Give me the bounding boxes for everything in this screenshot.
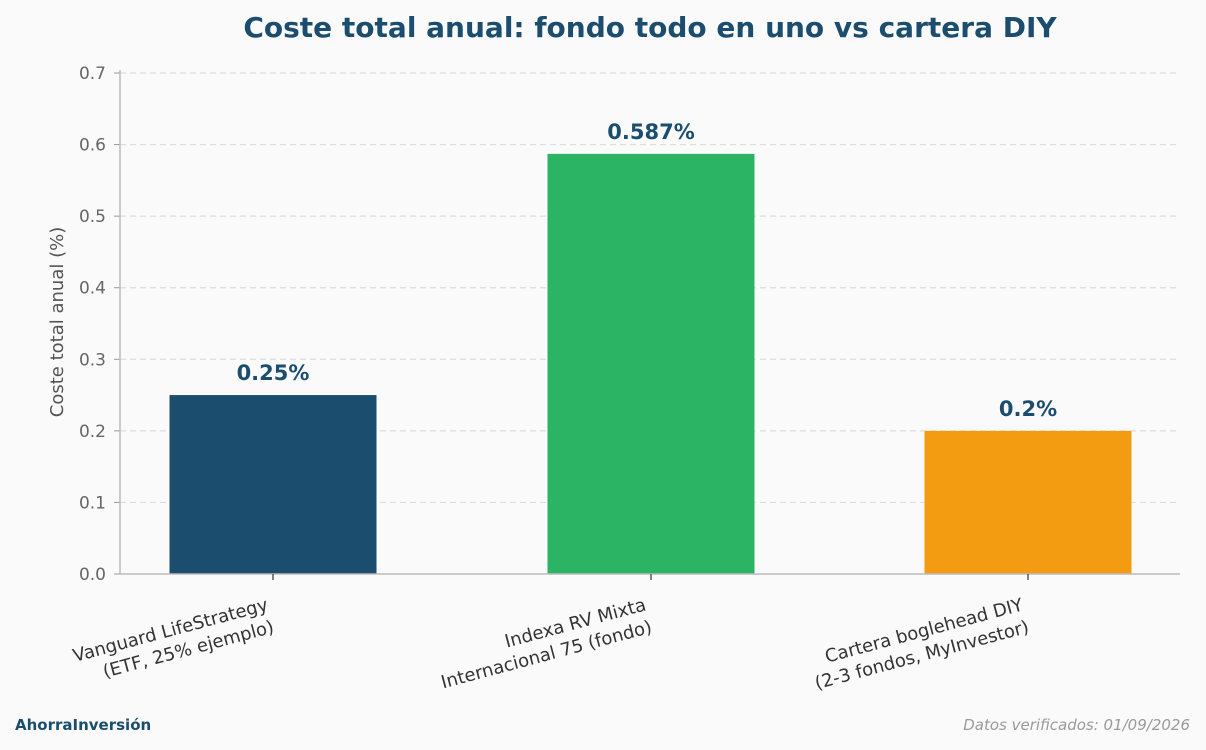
bars-layer — [169, 153, 1132, 574]
y-tick-label: 0.3 — [79, 350, 106, 370]
y-tick-label: 0.1 — [79, 493, 106, 513]
x-tick-label: Vanguard LifeStrategy(ETF, 25% ejemplo) — [71, 594, 277, 689]
y-tick-label: 0.4 — [79, 279, 106, 299]
axes-layer — [114, 70, 1180, 580]
x-tick-label: Indexa RV MixtaInternacional 75 (fondo) — [433, 595, 654, 694]
bar-value-label: 0.587% — [607, 120, 694, 144]
bar-value-label: 0.2% — [999, 397, 1057, 421]
bar-value-label: 0.25% — [237, 361, 310, 385]
verified-date: Datos verificados: 01/09/2026 — [963, 716, 1190, 734]
brand-label: AhorraInversión — [15, 716, 152, 734]
bar — [169, 395, 377, 574]
x-tick-label: Cartera boglehead DIY(2-3 fondos, MyInve… — [807, 594, 1033, 694]
y-tick-label: 0.6 — [79, 136, 106, 156]
y-tick-label: 0.2 — [79, 422, 106, 442]
y-tick-label: 0.0 — [79, 565, 106, 585]
y-tick-label: 0.5 — [79, 207, 106, 227]
bar — [547, 153, 755, 574]
y-tick-label: 0.7 — [79, 64, 106, 84]
y-axis-label: Coste total anual (%) — [47, 227, 68, 417]
bar — [924, 430, 1132, 574]
chart-title: Coste total anual: fondo todo en uno vs … — [243, 11, 1057, 44]
